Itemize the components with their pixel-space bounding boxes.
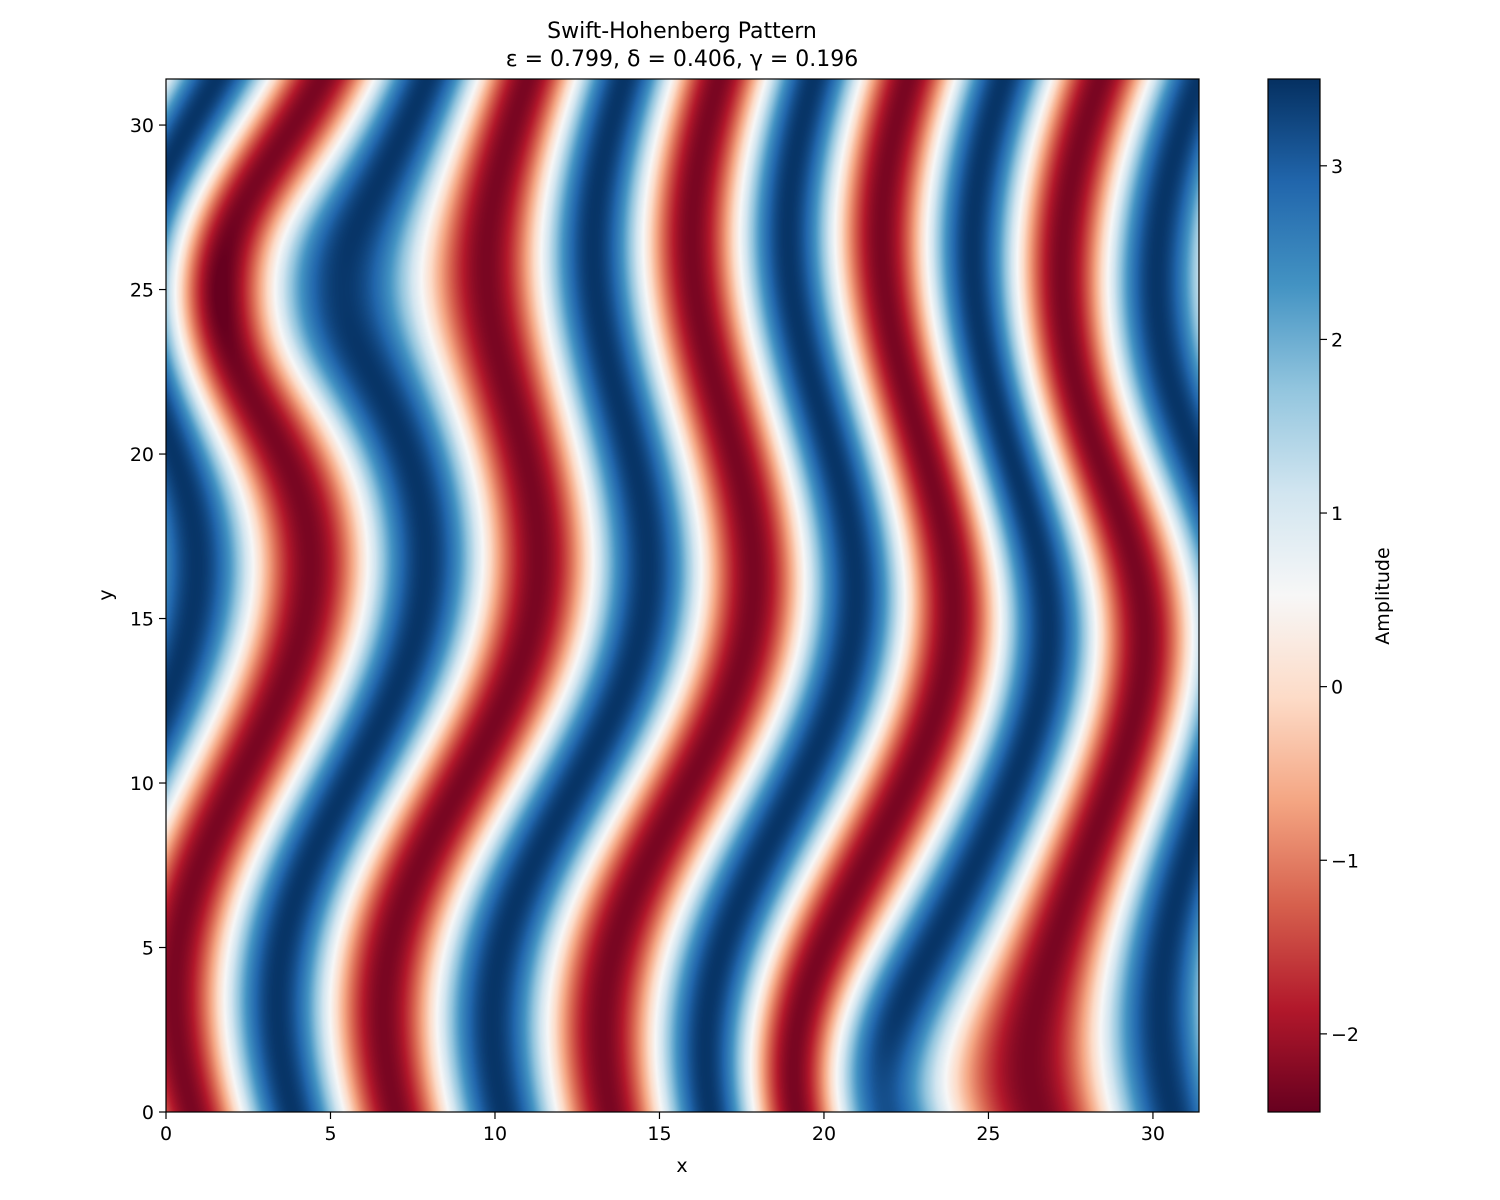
colorbar-tick-label: −1 — [1331, 850, 1359, 872]
heatmap-canvas — [166, 79, 1199, 1112]
colorbar-tick-label: −2 — [1331, 1024, 1359, 1046]
colorbar-frame — [1267, 78, 1321, 1113]
colorbar-tick-label: 1 — [1331, 503, 1343, 525]
colorbar: −2 −1 0 1 2 3 Amplitude — [1267, 78, 1394, 1113]
y-axis-label: y — [95, 589, 117, 600]
x-tick-label: 25 — [976, 1123, 1000, 1145]
x-tick-label: 20 — [812, 1123, 836, 1145]
x-axis-label: x — [676, 1155, 687, 1177]
x-axis-ticks: 0 5 10 15 20 25 30 — [160, 1112, 1165, 1145]
colorbar-tick-label: 3 — [1331, 156, 1343, 178]
y-tick-label: 5 — [142, 938, 154, 960]
colorbar-tick-label: 2 — [1331, 329, 1343, 351]
y-tick-label: 30 — [130, 115, 154, 137]
plot-frame — [165, 78, 1200, 1113]
y-tick-label: 15 — [130, 609, 154, 631]
y-tick-label: 20 — [130, 444, 154, 466]
colorbar-label: Amplitude — [1372, 547, 1394, 644]
x-tick-label: 5 — [324, 1123, 336, 1145]
x-tick-label: 30 — [1141, 1123, 1165, 1145]
colorbar-ticks: −2 −1 0 1 2 3 — [1320, 156, 1359, 1046]
x-tick-label: 15 — [647, 1123, 671, 1145]
y-axis-ticks: 0 5 10 15 20 25 30 — [130, 115, 166, 1124]
colorbar-gradient — [1268, 79, 1320, 1112]
y-tick-label: 0 — [142, 1102, 154, 1124]
plot-area — [165, 78, 1200, 1113]
chart-subtitle: ε = 0.799, δ = 0.406, γ = 0.196 — [506, 47, 859, 72]
colorbar-tick-label: 0 — [1331, 677, 1343, 699]
y-tick-label: 25 — [130, 280, 154, 302]
chart-title: Swift-Hohenberg Pattern — [547, 19, 817, 44]
x-tick-label: 0 — [160, 1123, 172, 1145]
x-tick-label: 10 — [483, 1123, 507, 1145]
y-tick-label: 10 — [130, 773, 154, 795]
